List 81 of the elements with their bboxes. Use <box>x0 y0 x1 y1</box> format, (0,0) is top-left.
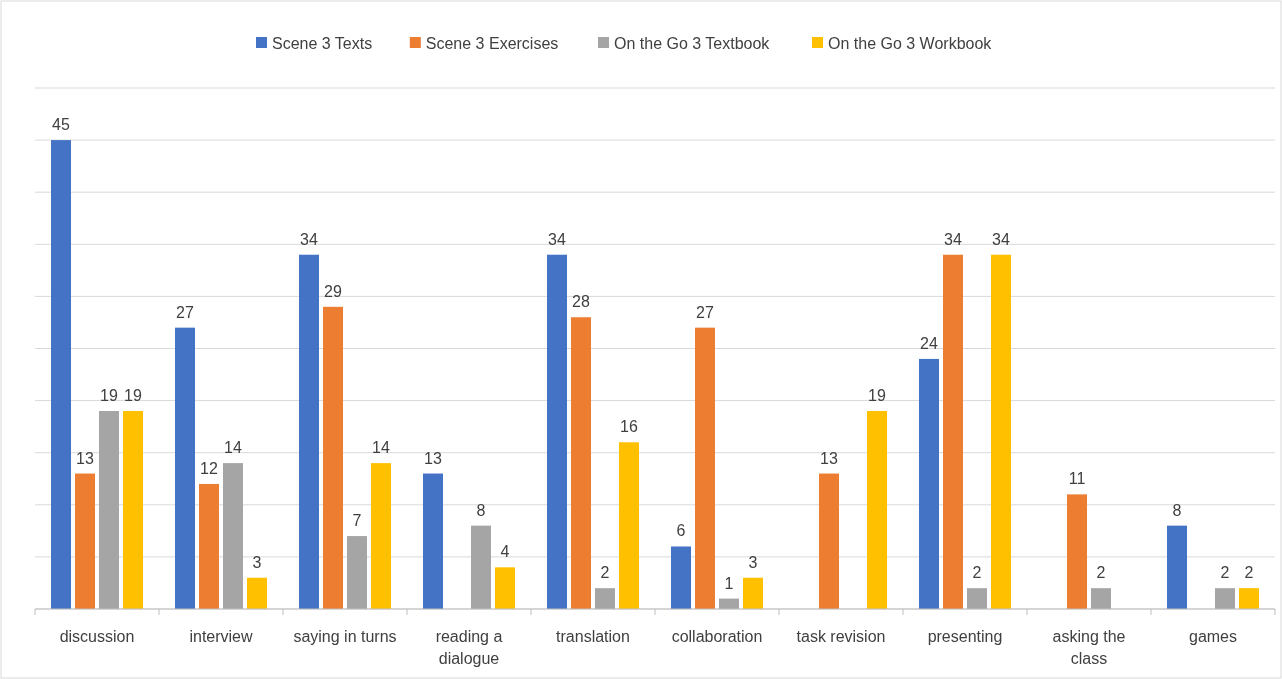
data-label: 27 <box>176 303 194 321</box>
data-label: 8 <box>476 501 486 519</box>
data-label: 2 <box>1220 564 1230 582</box>
bar <box>51 140 71 609</box>
data-label: 2 <box>972 564 982 582</box>
data-label: 19 <box>100 387 118 405</box>
x-tick-label: reading a dialogue <box>435 628 503 667</box>
bar <box>595 588 615 609</box>
data-label: 4 <box>500 543 510 561</box>
data-label: 34 <box>944 230 962 248</box>
bar <box>867 411 887 609</box>
data-label: 8 <box>1172 501 1182 519</box>
data-label: 45 <box>52 116 70 134</box>
bar <box>1067 494 1087 609</box>
data-label: 2 <box>1096 564 1106 582</box>
bar <box>175 327 195 609</box>
bar <box>1167 525 1187 609</box>
data-label: 7 <box>352 512 362 530</box>
data-label: 27 <box>696 303 714 321</box>
data-label: 34 <box>548 230 566 248</box>
bar <box>695 327 715 609</box>
data-label: 28 <box>572 293 590 311</box>
bar <box>471 525 491 609</box>
x-tick-label: translation <box>556 628 630 645</box>
bar <box>371 463 391 609</box>
bar <box>323 306 343 609</box>
data-label: 16 <box>620 418 638 436</box>
bar <box>247 577 267 609</box>
data-label: 6 <box>676 522 686 540</box>
data-label: 2 <box>1244 564 1254 582</box>
bar <box>547 254 567 609</box>
data-label: 2 <box>600 564 610 582</box>
bar <box>571 317 591 609</box>
x-tick-label: discussion <box>59 628 135 645</box>
data-label: 19 <box>124 387 142 405</box>
data-label: 1 <box>724 574 734 592</box>
bar <box>495 567 515 609</box>
data-label: 12 <box>200 459 218 477</box>
bar <box>991 254 1011 609</box>
x-tick-label: interview <box>189 628 254 645</box>
data-label: 3 <box>748 553 758 571</box>
data-label: 13 <box>424 449 442 467</box>
legend-label: Scene 3 Texts <box>272 34 373 52</box>
bar <box>967 588 987 609</box>
bar <box>1091 588 1111 609</box>
legend-label: On the Go 3 Workbook <box>828 34 993 52</box>
data-label: 13 <box>820 449 838 467</box>
data-label: 29 <box>324 282 342 300</box>
data-label: 14 <box>224 439 242 457</box>
x-tick-label: asking the class <box>1052 628 1126 667</box>
bar <box>99 411 119 609</box>
bar <box>671 546 691 609</box>
x-tick-label: presenting <box>927 628 1003 645</box>
bar <box>123 411 143 609</box>
bar <box>423 473 443 609</box>
data-label: 24 <box>920 334 938 352</box>
legend-label: On the Go 3 Textbook <box>614 34 771 52</box>
data-label: 3 <box>252 553 262 571</box>
data-label: 11 <box>1068 470 1086 488</box>
bar <box>619 442 639 609</box>
x-tick-label: saying in turns <box>293 628 397 645</box>
legend-label: Scene 3 Exercises <box>425 34 559 52</box>
data-label: 14 <box>372 439 390 457</box>
x-tick-label: task revision <box>796 628 886 645</box>
bar <box>1239 588 1259 609</box>
bar <box>743 577 763 609</box>
data-label: 34 <box>300 230 318 248</box>
bar <box>347 536 367 609</box>
data-label: 13 <box>76 449 94 467</box>
x-tick-label: collaboration <box>671 628 763 645</box>
bar <box>943 254 963 609</box>
x-tick-label: games <box>1188 628 1238 645</box>
data-label: 19 <box>868 387 886 405</box>
bar <box>819 473 839 609</box>
bar <box>1215 588 1235 609</box>
bar <box>199 483 219 609</box>
bar <box>75 473 95 609</box>
bar <box>299 254 319 609</box>
bar <box>223 463 243 609</box>
bar <box>919 358 939 609</box>
data-label: 34 <box>992 230 1010 248</box>
